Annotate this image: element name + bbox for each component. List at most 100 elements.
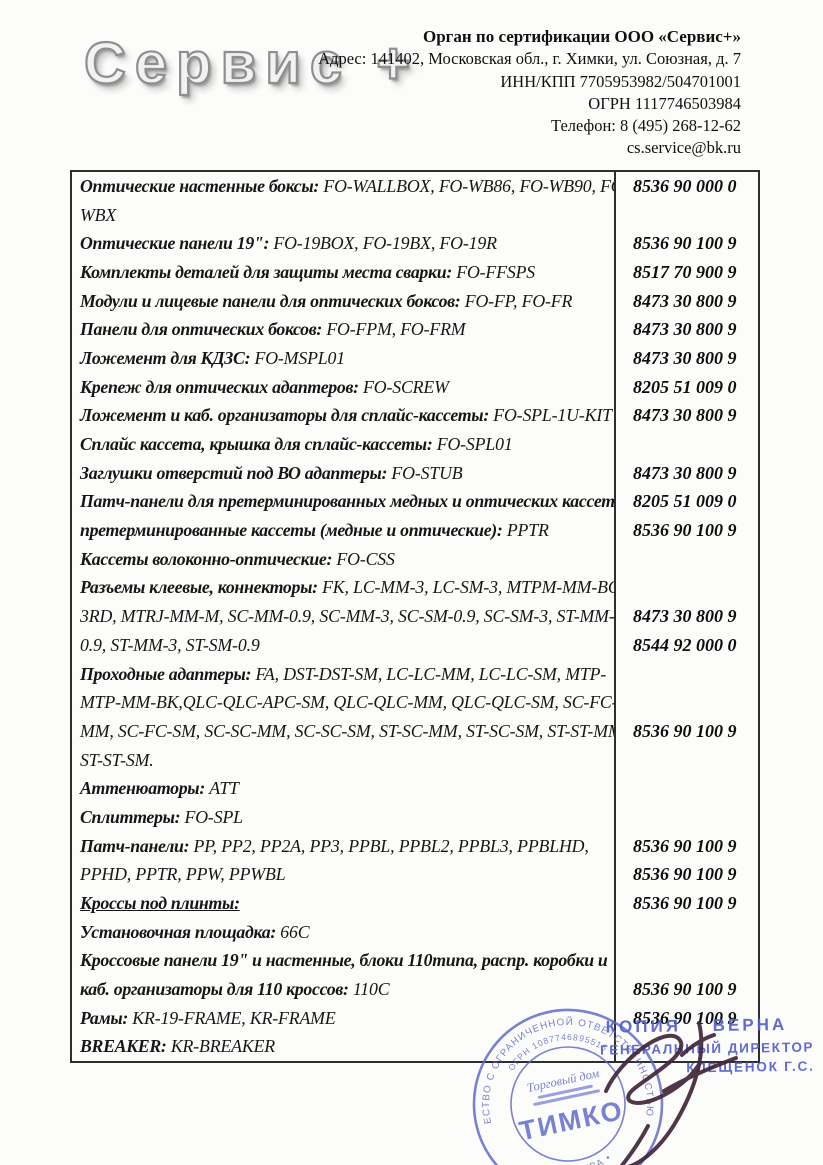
product-description: Проходные адаптеры: FA, DST-DST-SM, LC-L… [80,663,607,684]
hs-code: 8544 92 000 0 [614,631,758,660]
product-description: Разъемы клеевые, коннекторы: FK, LC-MM-3… [80,577,614,598]
table-row: Сплайс кассета, крышка для сплайс-кассет… [72,430,758,459]
hs-code [614,430,758,459]
table-row: каб. организаторы для 110 кроссов: 110C 8… [72,975,758,1004]
hs-code [614,946,758,976]
table-row: Кроссы под плинты: 8536 90 100 9 [72,889,758,918]
table-row: Комплекты деталей для защиты места сварк… [72,258,758,287]
hs-code: 8205 51 009 0 [614,487,758,517]
table-row: Рамы: KR-19-FRAME, KR-FRAME 8536 90 100 9 [72,1003,758,1033]
product-description: Ложемент и каб. организаторы для сплайс-… [80,405,612,426]
hs-code: 8473 30 800 9 [614,602,758,631]
hs-code: 8517 70 900 9 [614,258,758,287]
product-description: Оптические настенные боксы: FO-WALLBOX, … [80,175,614,196]
table-row: Оптические панели 19": FO-19BOX, FO-19BX… [72,229,758,259]
table-row: Аттенюаторы: ATT [72,774,758,804]
hs-code: 8473 30 800 9 [614,458,758,488]
org-ogrn: ОГРН 1117746503984 [588,93,741,113]
hs-code [614,1032,758,1062]
hs-code: 8473 30 800 9 [614,286,758,316]
org-contact-block: Орган по сертификации ООО «Сервис+» Адре… [261,26,741,160]
table-row: Патч-панели для претерминированных медны… [72,487,758,517]
hs-code [614,917,758,947]
product-description: WBX [80,204,117,225]
product-description: Заглушки отверстий под ВО адаптеры: FO-S… [80,462,463,483]
table-row: 3RD, MTRJ-MM-M, SC-MM-0.9, SC-MM-3, SC-S… [72,602,758,631]
table-row: PPHD, PPTR, PPW, PPWBL 8536 90 100 9 [72,860,758,890]
hs-code: 8536 90 100 9 [614,860,758,890]
table-row: претерминированные кассеты (медные и опт… [72,516,758,545]
table-row: Кроссовые панели 19" и настенные, блоки … [72,946,758,976]
product-description: Кроссы под плинты: [80,893,240,914]
hs-code: 8473 30 800 9 [614,344,758,373]
round-company-stamp: ОБЩЕСТВО С ОГРАНИЧЕННОЙ ОТВЕТСТВЕННОСТЬЮ… [468,1004,664,1165]
product-description: 0.9, ST-MM-3, ST-SM-0.9 [80,634,260,655]
product-table: Оптические настенные боксы: FO-WALLBOX, … [70,170,760,1064]
org-inn-kpp: ИНН/КПП 7705953982/504701001 [500,71,741,91]
table-row: BREAKER: KR-BREAKER [72,1032,758,1062]
product-description: Панели для оптических боксов: FO-FPM, FO… [80,319,466,340]
table-row: Проходные адаптеры: FA, DST-DST-SM, LC-L… [72,659,758,689]
table-row: Модули и лицевые панели для оптических б… [72,286,758,316]
product-description: PPHD, PPTR, PPW, PPWBL [80,864,286,885]
hs-code: 8536 90 100 9 [614,889,758,918]
product-description: Аттенюаторы: ATT [80,778,239,799]
hs-code [614,803,758,832]
org-address: Адрес: 141402, Московская обл., г. Химки… [318,49,741,69]
hs-code [614,573,758,603]
product-description: BREAKER: KR-BREAKER [80,1036,276,1057]
product-description: Сплиттеры: FO-SPL [80,806,243,827]
product-description: претерминированные кассеты (медные и опт… [80,520,549,541]
hs-code: 8205 51 009 0 [614,372,758,402]
org-phone: Телефон: 8 (495) 268-12-62 [551,116,741,136]
table-row: Разъемы клеевые, коннекторы: FK, LC-MM-3… [72,573,758,603]
table-row: Патч-панели: PP, PP2, PP2A, PP3, PPBL, P… [72,831,758,861]
table-row: ST-ST-SM. [72,745,758,775]
table-row: Ложемент для КДЗС: FO-MSPL01 8473 30 800 … [72,344,758,373]
hs-code: 8536 90 000 0 [614,172,758,201]
hs-code [614,745,758,775]
hs-code [614,659,758,689]
product-description: Комплекты деталей для защиты места сварк… [80,261,536,282]
product-description: Крепеж для оптических адаптеров: FO-SCRE… [80,376,449,397]
product-description: Рамы: KR-19-FRAME, KR-FRAME [80,1007,336,1028]
hs-code: 8536 90 100 9 [614,229,758,259]
table-row: MTP-MM-BK,QLC-QLC-APC-SM, QLC-QLC-MM, QL… [72,688,758,718]
company-logo: Сервис + [83,30,420,97]
product-description: Кассеты волоконно-оптические: FO-CSS [80,548,395,569]
hs-code [614,544,758,574]
table-row: Оптические настенные боксы: FO-WALLBOX, … [72,172,758,201]
product-description: Оптические панели 19": FO-19BOX, FO-19BX… [80,233,497,254]
product-description: Патч-панели: PP, PP2, PP2A, PP3, PPBL, P… [80,835,589,856]
product-description: MM, SC-FC-SM, SC-SC-MM, SC-SC-SM, ST-SC-… [80,720,614,741]
hs-code: 8536 90 100 9 [614,1003,758,1033]
table-row: Крепеж для оптических адаптеров: FO-SCRE… [72,372,758,402]
table-row: Ложемент и каб. организаторы для сплайс-… [72,401,758,431]
table-row: Заглушки отверстий под ВО адаптеры: FO-S… [72,458,758,488]
product-description: Кроссовые панели 19" и настенные, блоки … [80,950,608,971]
hs-code: 8473 30 800 9 [614,401,758,431]
director-signature [604,1021,738,1165]
hs-code: 8473 30 800 9 [614,315,758,345]
hs-code [614,774,758,804]
hs-code: 8536 90 100 9 [614,831,758,861]
product-description: 3RD, MTRJ-MM-M, SC-MM-0.9, SC-MM-3, SC-S… [80,606,614,627]
hs-code: 8536 90 100 9 [614,717,758,746]
product-description: ST-ST-SM. [80,749,154,770]
table-row: WBX [72,200,758,230]
product-description: Установочная площадка: 66C [80,921,310,942]
hs-code [614,688,758,718]
hs-code [614,200,758,230]
org-email: cs.service@bk.ru [626,138,741,158]
product-description: MTP-MM-BK,QLC-QLC-APC-SM, QLC-QLC-MM, QL… [80,692,614,713]
table-row: Сплиттеры: FO-SPL [72,803,758,832]
product-description: каб. организаторы для 110 кроссов: 110C [80,979,390,1000]
table-row: 0.9, ST-MM-3, ST-SM-0.9 8544 92 000 0 [72,631,758,660]
hs-code: 8536 90 100 9 [614,516,758,545]
table-row: MM, SC-FC-SM, SC-SC-MM, SC-SC-SM, ST-SC-… [72,717,758,746]
product-description: Сплайс кассета, крышка для сплайс-кассет… [80,434,513,455]
table-row: Установочная площадка: 66C [72,917,758,947]
product-description: Модули и лицевые панели для оптических б… [80,290,573,311]
hs-code: 8536 90 100 9 [614,975,758,1004]
